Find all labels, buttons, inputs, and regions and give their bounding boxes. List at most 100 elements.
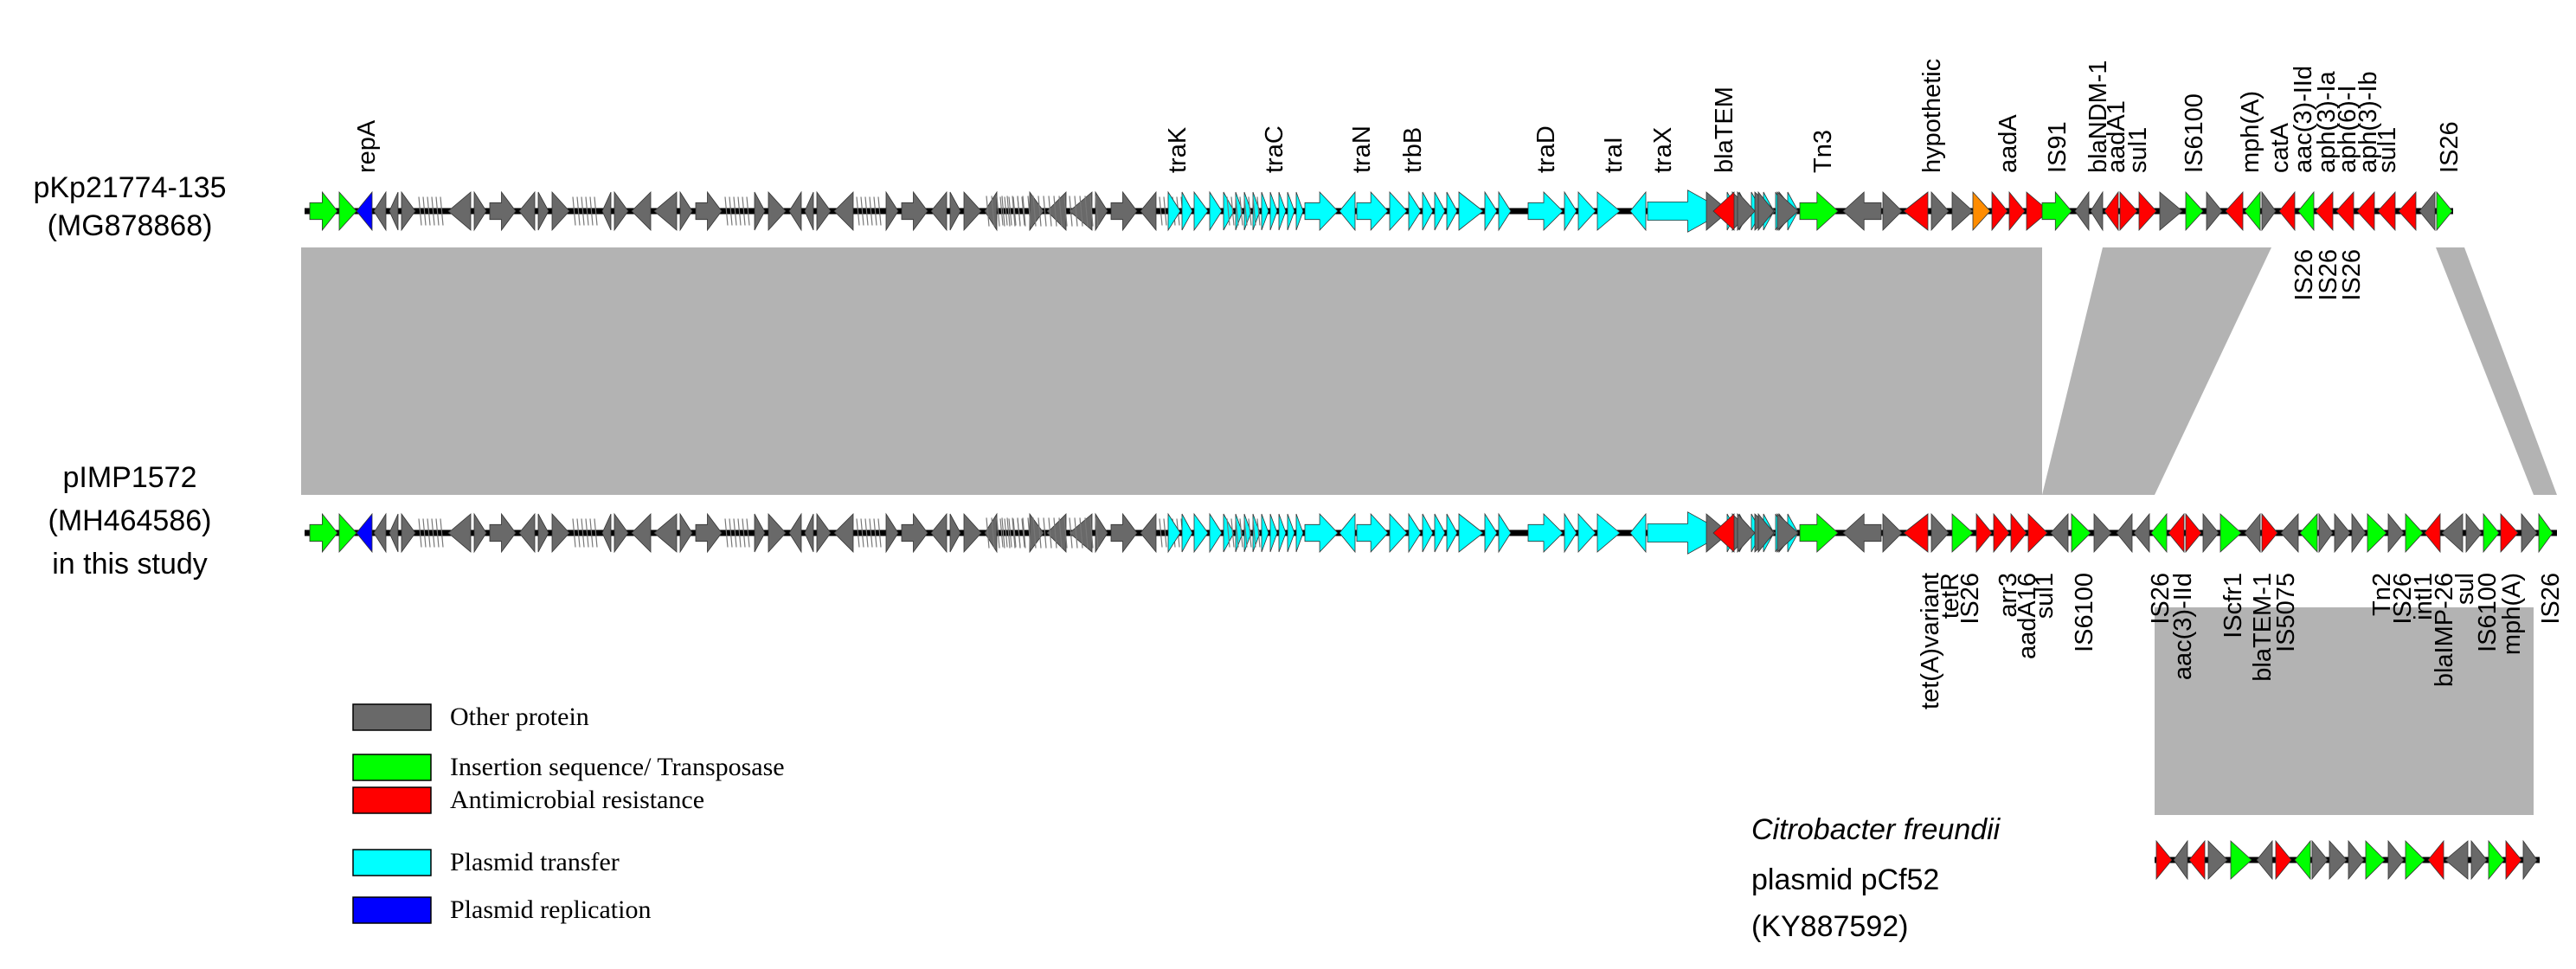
- gene-label-middle: IScfr1: [2219, 573, 2247, 639]
- gene-label-middle: arr3: [1995, 573, 2022, 618]
- resistance-arrow: [2104, 190, 2119, 232]
- other-protein-arrow: [2334, 512, 2351, 554]
- small-gene-mark: [440, 518, 444, 548]
- transfer-arrow: [1434, 191, 1446, 231]
- top-plasmid-accession: (MG878868): [48, 209, 213, 242]
- gene-label-middle: IS26: [2147, 573, 2175, 625]
- other-protein-arrow: [613, 190, 629, 232]
- other-protein-arrow: [2244, 512, 2261, 554]
- legend-swatch-other: [352, 703, 432, 731]
- gene-label-top: repA: [353, 119, 381, 173]
- other-protein-arrow: [537, 513, 549, 553]
- other-protein-arrow: [1842, 513, 1882, 553]
- resistance-arrow: [2008, 190, 2026, 232]
- transfer-arrow: [1295, 191, 1304, 231]
- small-gene-mark: [589, 518, 594, 548]
- gene-label-top: traN: [1348, 125, 1376, 173]
- other-protein-arrow: [551, 512, 570, 554]
- gene-label-top: traI: [1600, 137, 1628, 173]
- small-gene-mark: [1037, 196, 1042, 227]
- middle-plasmid-note: in this study: [52, 548, 208, 581]
- other-protein-arrow: [2387, 839, 2405, 881]
- gene-label-top: aadA: [1995, 114, 2022, 173]
- other-protein-arrow: [2311, 839, 2329, 881]
- small-gene-mark: [1256, 518, 1261, 548]
- resistance-arrow: [2261, 512, 2278, 554]
- other-protein-arrow: [2159, 191, 2183, 231]
- other-protein-arrow: [930, 190, 948, 232]
- other-protein-arrow: [2202, 512, 2219, 554]
- small-gene-mark: [1159, 196, 1163, 226]
- legend-label-resistance: Antimicrobial resistance: [450, 786, 704, 814]
- resistance-arrow: [2138, 190, 2157, 232]
- other-protein-arrow: [833, 191, 854, 231]
- other-protein-arrow: [949, 513, 961, 553]
- other-protein-arrow: [768, 512, 787, 554]
- small-gene-mark: [1021, 196, 1025, 226]
- resistance-arrow: [1903, 191, 1929, 231]
- transfer-arrow: [1304, 512, 1339, 554]
- other-protein-arrow: [788, 512, 802, 554]
- gene-label-middle: tet(A)variant: [1917, 573, 1944, 709]
- small-gene-mark: [729, 196, 733, 226]
- gene-label-top: trbB: [1399, 127, 1427, 173]
- resistance-arrow: [2356, 190, 2375, 232]
- gene-label-middle: aadA16: [2014, 573, 2041, 659]
- gene-label-middle: blaTEM-1: [2249, 573, 2277, 682]
- transfer-arrow: [1458, 191, 1484, 231]
- small-gene-mark: [1063, 196, 1068, 227]
- small-gene-mark: [1004, 518, 1008, 548]
- transfer-arrow: [1498, 190, 1512, 232]
- transfer-arrow: [1278, 513, 1287, 553]
- small-gene-mark: [1006, 517, 1011, 549]
- transfer-arrow: [1498, 512, 1512, 554]
- gene-label-top: aph(3)-Ia: [2313, 70, 2341, 173]
- other-protein-arrow: [754, 191, 766, 231]
- small-gene-mark: [1163, 196, 1167, 226]
- other-protein-arrow: [2441, 513, 2464, 553]
- other-protein-arrow: [679, 190, 693, 232]
- gene-label-middle: Tn2: [2368, 573, 2396, 616]
- small-gene-mark: [1006, 196, 1011, 227]
- insertion-arrow: [338, 512, 357, 554]
- small-gene-mark: [1095, 196, 1099, 227]
- other-protein-arrow: [551, 190, 570, 232]
- small-gene-mark: [729, 518, 733, 548]
- other-protein-arrow: [2348, 839, 2365, 881]
- small-gene-mark: [576, 196, 581, 226]
- small-gene-mark: [860, 518, 864, 548]
- transfer-arrow: [1167, 190, 1181, 232]
- other-protein-arrow: [949, 191, 961, 231]
- legend-label-insertion: Insertion sequence/ Transposase: [450, 753, 785, 781]
- resistance-arrow: [2424, 512, 2441, 554]
- small-gene-mark: [418, 518, 422, 548]
- small-gene-mark: [576, 518, 581, 548]
- legend-swatch-transfer: [352, 849, 432, 876]
- small-gene-mark: [986, 196, 990, 227]
- other-protein-arrow: [2444, 840, 2469, 880]
- insertion-arrow: [1799, 513, 1839, 553]
- other-protein-arrow: [1842, 191, 1882, 231]
- gene-labels: repA traK traC traN trbB traD traI traX blaTEM Tn…: [353, 59, 2565, 709]
- small-gene-mark: [1079, 517, 1083, 549]
- small-gene-mark: [1001, 517, 1005, 549]
- transfer-arrow: [1629, 190, 1647, 232]
- small-gene-mark: [1089, 517, 1094, 549]
- small-gene-mark: [1053, 196, 1057, 227]
- small-gene-mark: [1079, 196, 1083, 227]
- small-gene-mark: [1239, 518, 1243, 548]
- resistance-arrow: [2155, 839, 2173, 881]
- other-protein-arrow: [518, 190, 536, 232]
- small-gene-mark: [1012, 517, 1016, 549]
- other-protein-arrow: [2329, 839, 2348, 881]
- small-gene-mark: [581, 196, 585, 226]
- other-protein-arrow: [1930, 512, 1950, 554]
- insertion-arrow: [2219, 513, 2242, 553]
- other-protein-arrow: [901, 190, 928, 232]
- gene-label-top: IS6100: [2181, 93, 2208, 173]
- resistance-arrow: [2027, 513, 2048, 553]
- small-gene-mark: [856, 196, 860, 226]
- small-gene-mark: [991, 196, 995, 227]
- insertion-arrow: [1951, 513, 1974, 553]
